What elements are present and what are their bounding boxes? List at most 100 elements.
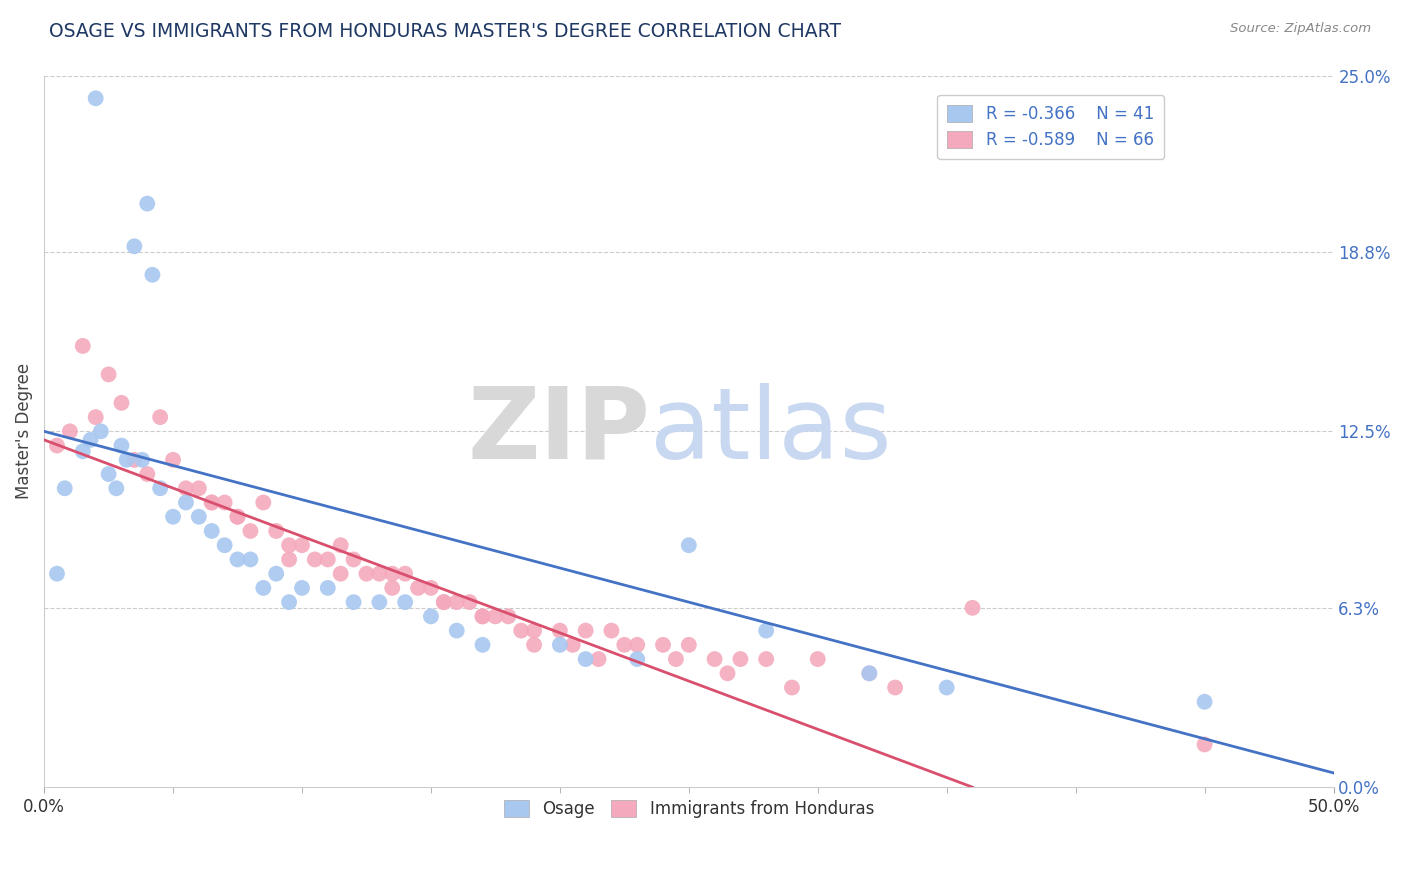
Point: [214, 538, 236, 552]
Point: [458, 595, 481, 609]
Point: [858, 666, 880, 681]
Point: [730, 652, 752, 666]
Point: [342, 595, 364, 609]
Point: [523, 624, 546, 638]
Point: [626, 652, 648, 666]
Point: [97, 368, 120, 382]
Point: [239, 524, 262, 538]
Point: [356, 566, 378, 581]
Point: [381, 581, 404, 595]
Point: [201, 495, 224, 509]
Point: [433, 595, 456, 609]
Point: [278, 595, 301, 609]
Point: [329, 538, 352, 552]
Text: Source: ZipAtlas.com: Source: ZipAtlas.com: [1230, 22, 1371, 36]
Point: [935, 681, 957, 695]
Point: [72, 339, 94, 353]
Point: [162, 452, 184, 467]
Point: [419, 609, 441, 624]
Point: [446, 624, 468, 638]
Point: [381, 566, 404, 581]
Point: [124, 239, 146, 253]
Point: [406, 581, 429, 595]
Point: [136, 196, 159, 211]
Point: [394, 595, 416, 609]
Point: [304, 552, 326, 566]
Point: [115, 452, 138, 467]
Point: [884, 681, 907, 695]
Point: [419, 581, 441, 595]
Point: [394, 566, 416, 581]
Point: [561, 638, 583, 652]
Point: [110, 439, 132, 453]
Point: [59, 425, 82, 439]
Point: [124, 452, 146, 467]
Point: [1194, 695, 1216, 709]
Point: [575, 652, 598, 666]
Point: [755, 624, 778, 638]
Point: [187, 481, 209, 495]
Text: OSAGE VS IMMIGRANTS FROM HONDURAS MASTER'S DEGREE CORRELATION CHART: OSAGE VS IMMIGRANTS FROM HONDURAS MASTER…: [49, 22, 841, 41]
Point: [72, 444, 94, 458]
Point: [226, 509, 249, 524]
Point: [652, 638, 675, 652]
Point: [131, 452, 153, 467]
Point: [342, 552, 364, 566]
Point: [53, 481, 76, 495]
Point: [105, 481, 128, 495]
Point: [174, 481, 197, 495]
Point: [90, 425, 112, 439]
Point: [162, 509, 184, 524]
Point: [264, 524, 287, 538]
Point: [755, 652, 778, 666]
Point: [187, 509, 209, 524]
Point: [226, 509, 249, 524]
Point: [678, 638, 700, 652]
Point: [807, 652, 830, 666]
Point: [600, 624, 623, 638]
Legend: Osage, Immigrants from Honduras: Osage, Immigrants from Honduras: [496, 794, 880, 825]
Point: [446, 595, 468, 609]
Point: [588, 652, 610, 666]
Point: [110, 396, 132, 410]
Point: [484, 609, 506, 624]
Point: [1194, 738, 1216, 752]
Point: [252, 495, 274, 509]
Point: [678, 538, 700, 552]
Point: [264, 566, 287, 581]
Point: [291, 581, 314, 595]
Point: [471, 609, 494, 624]
Point: [291, 538, 314, 552]
Point: [226, 552, 249, 566]
Point: [79, 433, 101, 447]
Point: [858, 666, 880, 681]
Point: [239, 552, 262, 566]
Point: [316, 552, 339, 566]
Point: [252, 581, 274, 595]
Point: [498, 609, 520, 624]
Point: [201, 495, 224, 509]
Point: [149, 481, 172, 495]
Point: [174, 495, 197, 509]
Point: [716, 666, 738, 681]
Point: [201, 524, 224, 538]
Point: [316, 581, 339, 595]
Point: [46, 566, 69, 581]
Point: [962, 600, 984, 615]
Point: [626, 638, 648, 652]
Point: [97, 467, 120, 481]
Point: [136, 467, 159, 481]
Point: [141, 268, 163, 282]
Point: [84, 91, 107, 105]
Point: [703, 652, 725, 666]
Point: [780, 681, 803, 695]
Point: [510, 624, 533, 638]
Point: [214, 495, 236, 509]
Point: [665, 652, 688, 666]
Point: [84, 410, 107, 425]
Point: [548, 638, 571, 652]
Point: [523, 638, 546, 652]
Point: [368, 566, 391, 581]
Point: [46, 439, 69, 453]
Point: [548, 624, 571, 638]
